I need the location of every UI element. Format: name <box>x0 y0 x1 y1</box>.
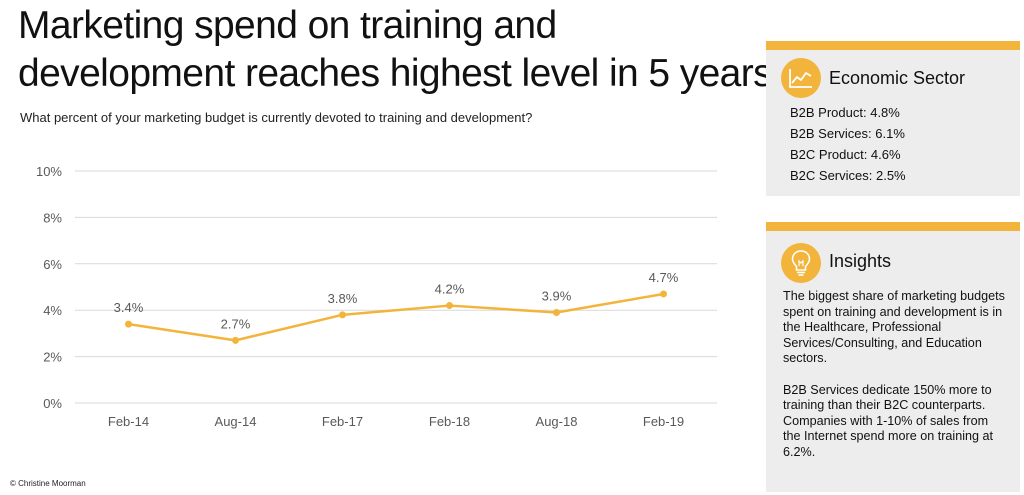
x-tick-label: Feb-19 <box>643 414 684 429</box>
data-point <box>553 309 560 317</box>
series-line <box>128 292 664 342</box>
data-label: 3.4% <box>114 300 144 315</box>
y-tick-label: 2% <box>43 350 62 365</box>
data-point <box>339 311 346 319</box>
chart-subtitle: What percent of your marketing budget is… <box>20 110 533 125</box>
x-tick-label: Aug-14 <box>215 414 257 429</box>
data-label: 4.7% <box>649 270 679 285</box>
data-label: 3.9% <box>542 289 572 304</box>
title-line-1: Marketing spend on training and <box>18 4 557 47</box>
y-tick-label: 6% <box>43 257 62 272</box>
insights-text: The biggest share of marketing budgets s… <box>766 289 1020 460</box>
insight-paragraph-1: The biggest share of marketing budgets s… <box>783 289 1005 365</box>
insights-header: Insights <box>766 231 1020 289</box>
y-tick-label: 10% <box>36 164 62 179</box>
econ-item-b2c-product: B2C Product: 4.6% <box>790 147 901 162</box>
y-tick-label: 0% <box>43 396 62 411</box>
econ-item-b2c-services: B2C Services: 2.5% <box>790 168 906 183</box>
econ-item-b2b-services: B2B Services: 6.1% <box>790 126 905 141</box>
line-chart: 0% 2% 4% 6% 8% 10% Feb-14 Aug-14 Feb-17 Feb-18 Aug… <box>36 164 717 429</box>
y-tick-label: 8% <box>43 210 62 225</box>
data-point <box>446 302 453 310</box>
x-tick-label: Aug-18 <box>536 414 578 429</box>
page-title: Marketing spend on training and developm… <box>18 2 778 98</box>
economic-sector-list: B2B Product: 4.8% B2B Services: 6.1% B2C… <box>766 102 1020 186</box>
x-tick-label: Feb-18 <box>429 414 470 429</box>
economic-sector-title: Economic Sector <box>829 68 966 88</box>
x-tick-label: Feb-17 <box>322 414 363 429</box>
economic-sector-header: Economic Sector <box>766 50 1020 102</box>
data-point <box>660 290 667 298</box>
lightbulb-icon <box>781 243 821 283</box>
economic-sector-panel: Economic Sector B2B Product: 4.8% B2B Se… <box>766 41 1020 196</box>
econ-item-b2b-product: B2B Product: 4.8% <box>790 105 900 120</box>
data-label: 2.7% <box>221 316 251 331</box>
title-line-2: development reaches highest level in 5 y… <box>18 52 773 95</box>
data-point <box>125 320 132 328</box>
data-label: 3.8% <box>328 291 358 306</box>
copyright: © Christine Moorman <box>10 479 86 488</box>
y-tick-label: 4% <box>43 303 62 318</box>
line-chart-icon <box>781 58 821 98</box>
insights-panel: Insights The biggest share of marketing … <box>766 222 1020 492</box>
data-point <box>232 336 239 344</box>
x-tick-label: Feb-14 <box>108 414 149 429</box>
data-label: 4.2% <box>435 282 465 297</box>
insight-paragraph-2: B2B Services dedicate 150% more to train… <box>783 382 994 459</box>
insights-title: Insights <box>829 251 892 271</box>
